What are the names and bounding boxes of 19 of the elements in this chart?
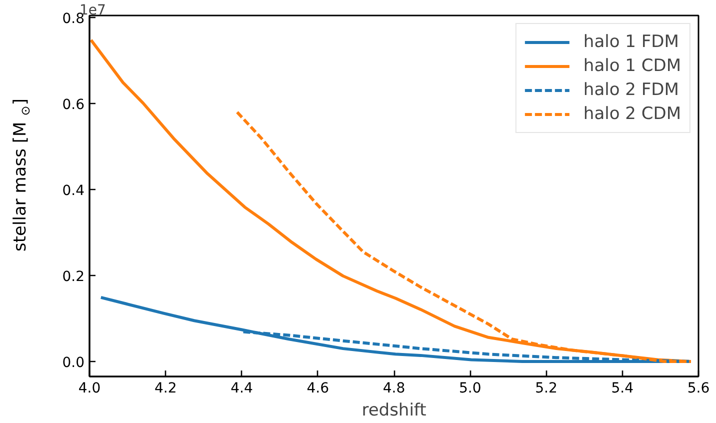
x-tick-label: 5.2 bbox=[535, 380, 558, 396]
legend-label: halo 2 FDM bbox=[583, 80, 679, 100]
y-tick-label: 0.4 bbox=[62, 183, 85, 200]
x-tick-label: 4.8 bbox=[382, 380, 406, 396]
legend-label: halo 1 FDM bbox=[583, 32, 679, 52]
x-tick-label: 4.6 bbox=[306, 380, 330, 396]
x-tick-label: 5.4 bbox=[611, 380, 634, 396]
y-tick-label: 0.6 bbox=[62, 97, 85, 114]
y-tick-label: 0.2 bbox=[62, 269, 84, 286]
legend-label: halo 1 CDM bbox=[583, 56, 681, 76]
x-tick-label: 4.0 bbox=[78, 380, 101, 396]
x-tick-label: 5.0 bbox=[458, 380, 482, 396]
x-tick-label: 4.4 bbox=[230, 380, 253, 396]
x-tick-label: 5.6 bbox=[687, 380, 710, 396]
x-axis-title: redshift bbox=[362, 400, 427, 420]
x-tick-label: 4.2 bbox=[154, 380, 177, 396]
y-tick-label: 0.0 bbox=[62, 354, 84, 371]
y-axis-title: stellar mass [M⊙] bbox=[10, 98, 32, 252]
legend-label: halo 2 CDM bbox=[583, 104, 681, 124]
